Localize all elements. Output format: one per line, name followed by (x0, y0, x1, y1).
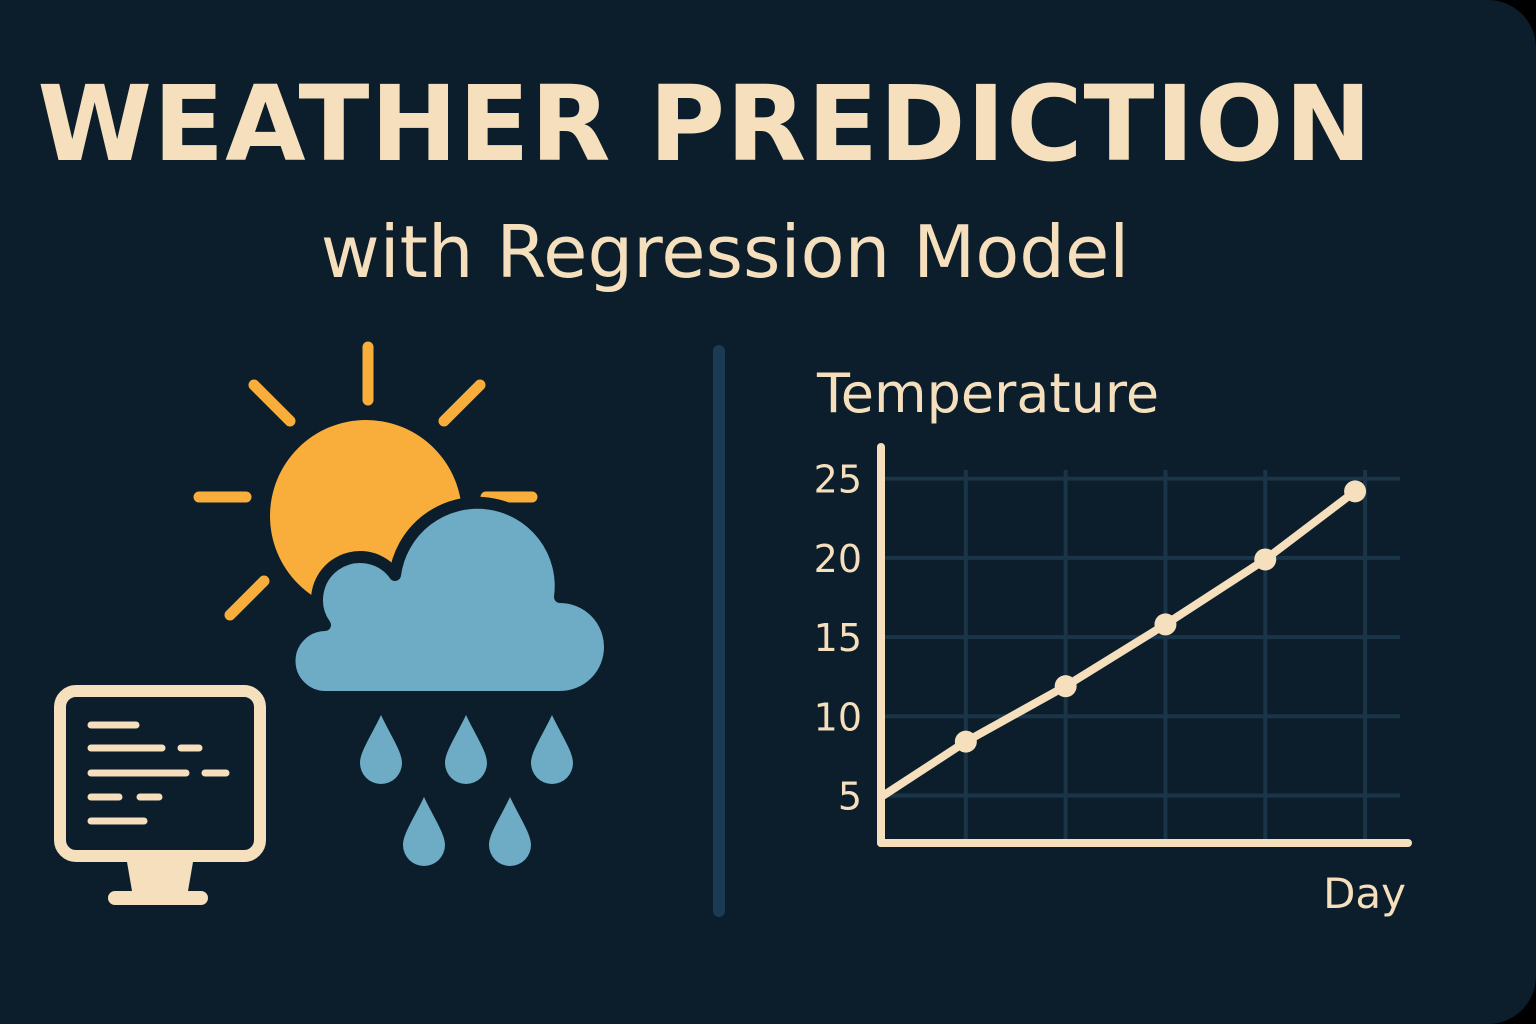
divider (713, 345, 725, 917)
y-axis-ticks: 5 10 15 20 25 (814, 458, 862, 819)
page-title: WEATHER PREDICTION (37, 63, 1373, 185)
page-subtitle: with Regression Model (320, 210, 1130, 294)
data-point (1154, 613, 1177, 636)
raindrop-icon (360, 715, 402, 784)
data-point (1054, 675, 1077, 698)
cloud-icon (283, 496, 616, 704)
series-line (877, 487, 1360, 802)
chart-grid (881, 470, 1400, 843)
monitor-stand (127, 862, 193, 891)
code-lines (87, 721, 230, 825)
computer-monitor-icon (54, 685, 266, 905)
y-tick-label: 10 (814, 695, 862, 739)
raindrop-icon (445, 715, 487, 784)
data-point (1344, 480, 1367, 503)
monitor-screen (54, 685, 266, 862)
weather-illustration (54, 341, 616, 905)
raindrop-icon (489, 797, 531, 866)
data-point (954, 730, 977, 753)
raindrop-icon (403, 797, 445, 866)
y-tick-label: 15 (814, 616, 862, 660)
x-axis-label: Day (1323, 869, 1406, 918)
temperature-series (877, 480, 1367, 802)
sun-rays (193, 341, 538, 621)
y-tick-label: 25 (814, 458, 862, 502)
data-point (1254, 548, 1277, 571)
y-tick-label: 20 (814, 537, 862, 581)
chart-title: Temperature (816, 362, 1159, 425)
monitor-base (108, 891, 208, 905)
rain-drops (360, 715, 573, 866)
raindrop-icon (531, 715, 573, 784)
y-tick-label: 5 (838, 774, 862, 818)
temperature-chart: Temperature 5 10 15 20 25 Day (814, 362, 1412, 918)
